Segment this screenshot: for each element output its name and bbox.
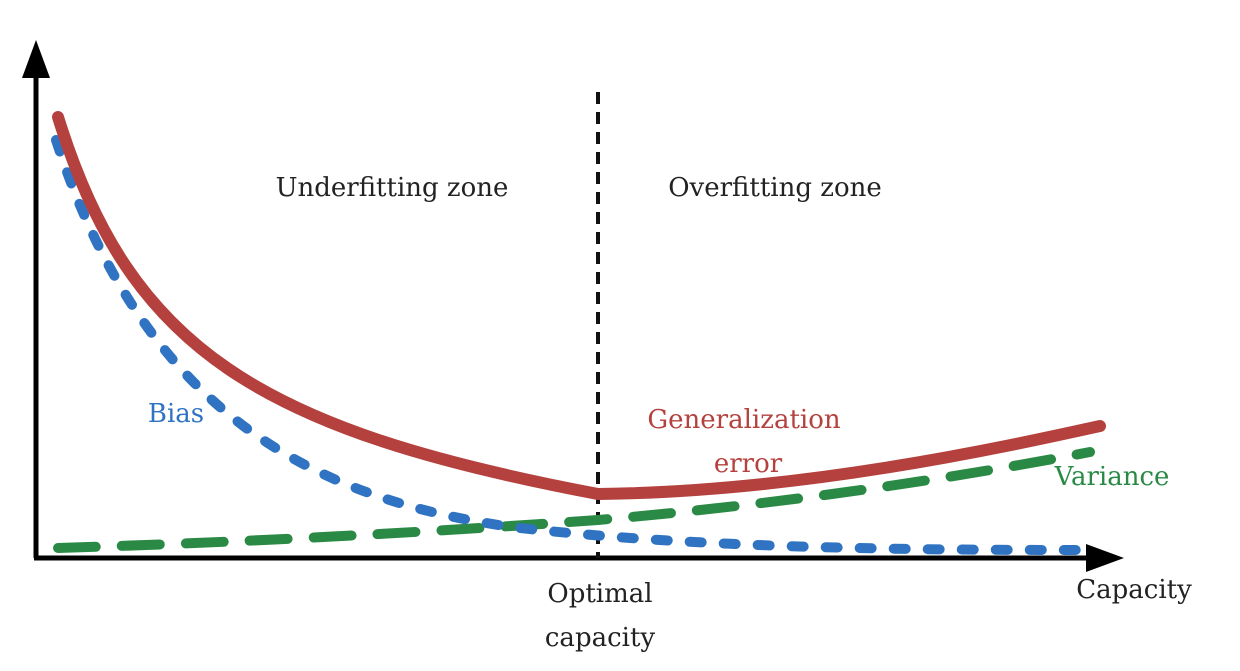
optimal-capacity-label-line2: capacity bbox=[545, 623, 656, 653]
x-axis-arrow-icon bbox=[1086, 544, 1124, 572]
generalization-error-curve bbox=[52, 111, 1106, 501]
optimal-capacity-label-line1: Optimal bbox=[547, 579, 652, 609]
overfitting-zone-label: Overfitting zone bbox=[668, 173, 882, 203]
bias-label: Bias bbox=[148, 399, 204, 429]
variance-curve bbox=[53, 447, 1095, 553]
variance-label: Variance bbox=[1054, 462, 1170, 492]
bias-curve bbox=[51, 135, 1090, 555]
capacity-axis-label: Capacity bbox=[1076, 575, 1192, 605]
underfitting-zone-label: Underfitting zone bbox=[276, 173, 509, 203]
generalization-error-label-line2: error bbox=[714, 449, 783, 479]
y-axis-arrow-icon bbox=[22, 40, 50, 78]
generalization-error-label-line1: Generalization bbox=[647, 405, 840, 435]
